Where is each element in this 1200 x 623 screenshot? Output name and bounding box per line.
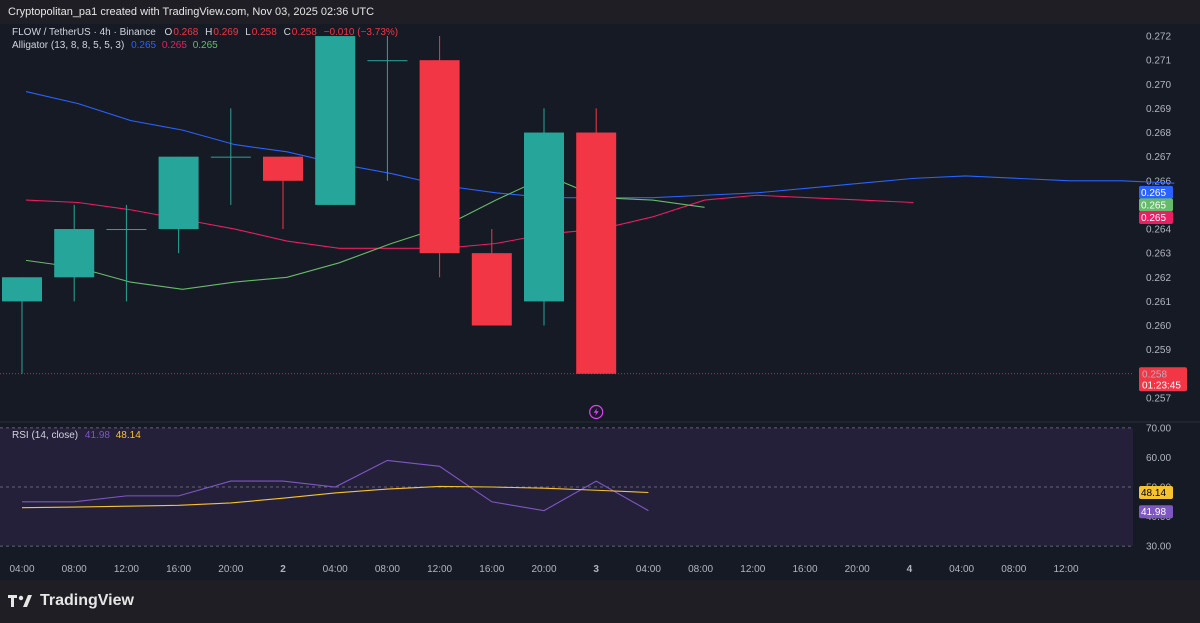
rsi-ma-line	[21, 485, 649, 509]
price-tick-label: 0.270	[1146, 80, 1171, 91]
lightning-icon	[589, 404, 604, 420]
time-tick-label: 12:00	[427, 564, 452, 575]
alligator-legend[interactable]: Alligator (13, 8, 8, 5, 5, 3) 0.265 0.26…	[12, 40, 218, 51]
high-label: H	[205, 27, 213, 38]
candle-body	[106, 229, 147, 231]
teeth-price-tag-box	[1139, 210, 1173, 224]
change-value: −0.010 (−3.73%)	[323, 27, 399, 38]
rsi-ma-tag: 48.14	[1141, 488, 1166, 499]
last-price-tag: 0.258	[1142, 369, 1167, 380]
candle-body	[158, 156, 199, 230]
close-value: 0.258	[291, 27, 317, 38]
rsi-label: RSI (14, close)	[12, 430, 79, 441]
time-tick-label: 04:00	[949, 564, 974, 575]
chart-caption: Cryptopolitan_pa1 created with TradingVi…	[8, 6, 375, 18]
time-tick-label: 12:00	[1053, 564, 1078, 575]
rsi-ma-tag-box	[1139, 485, 1173, 499]
high-value: 0.269	[213, 27, 239, 38]
price-tick-label: 0.267	[1146, 152, 1171, 163]
lips-price-tag: 0.265	[1141, 200, 1166, 211]
time-tick-label: 12:00	[740, 564, 765, 575]
price-tick-label: 0.269	[1146, 104, 1171, 115]
jaw-price-tag: 0.265	[1141, 188, 1166, 199]
rsi-tick-label: 70.00	[1146, 423, 1171, 434]
jaw-price-tag-box	[1139, 185, 1173, 199]
price-tick-label: 0.266	[1146, 176, 1171, 187]
candle-body	[54, 229, 95, 278]
open-label: O	[164, 27, 173, 38]
low-label: L	[245, 27, 251, 38]
candle-body	[367, 60, 408, 62]
price-tick-label: 0.264	[1146, 225, 1171, 236]
price-tick-label: 0.259	[1146, 345, 1171, 356]
symbol-legend[interactable]: FLOW / TetherUS · 4h · Binance O0.268 H0…	[12, 27, 398, 38]
candle-body	[576, 132, 617, 374]
rsi-line	[22, 459, 649, 512]
time-tick-label: 04:00	[636, 564, 661, 575]
rsi-ma-value: 48.14	[115, 430, 141, 441]
alligator-teeth-value: 0.265	[161, 40, 187, 51]
time-tick-label: 20:00	[531, 564, 556, 575]
time-tick-label: 04:00	[323, 564, 348, 575]
brand-name: TradingView	[40, 592, 134, 609]
tradingview-logo[interactable]: TradingView	[8, 592, 134, 610]
time-tick-label: 16:00	[792, 564, 817, 575]
candle-body	[2, 277, 42, 302]
price-tick-label: 0.262	[1146, 273, 1171, 284]
tradingview-logo-icon	[8, 595, 32, 607]
rsi-tag: 41.98	[1141, 507, 1166, 518]
candle-body	[524, 132, 564, 302]
time-tick-label: 08:00	[375, 564, 400, 575]
footer: TradingView	[0, 580, 1200, 623]
candle-body	[210, 156, 251, 158]
teeth-price-tag: 0.265	[1141, 213, 1166, 224]
lightning-icon-bolt	[593, 408, 599, 416]
time-tick-label: 3	[593, 564, 599, 575]
price-tick-label: 0.268	[1146, 128, 1171, 139]
price-tick-label: 0.271	[1146, 56, 1171, 67]
time-tick-label: 08:00	[1001, 564, 1026, 575]
alligator-lips-value: 0.265	[192, 40, 218, 51]
candle-body	[263, 156, 303, 181]
low-value: 0.258	[251, 27, 277, 38]
close-label: C	[283, 27, 291, 38]
rsi-tag-box	[1139, 505, 1173, 519]
time-tick-label: 08:00	[62, 564, 87, 575]
price-tick-label: 0.260	[1146, 321, 1171, 332]
candle-body	[419, 60, 460, 254]
price-tick-label: 0.257	[1146, 393, 1171, 404]
time-tick-label: 4	[907, 564, 913, 575]
chart-frame[interactable]: 0.2720.2710.2700.2690.2680.2670.2660.265…	[0, 24, 1200, 580]
rsi-value: 41.98	[84, 430, 110, 441]
symbol-title: FLOW / TetherUS · 4h · Binance	[12, 27, 156, 38]
lips-price-tag-box	[1139, 198, 1173, 212]
countdown-label: 01:23:45	[1142, 380, 1181, 391]
price-tick-label: 0.272	[1146, 32, 1171, 43]
time-tick-label: 08:00	[688, 564, 713, 575]
time-tick-label: 12:00	[114, 564, 139, 575]
chart-canvas[interactable]: 0.2720.2710.2700.2690.2680.2670.2660.265…	[0, 24, 1200, 580]
rsi-legend[interactable]: RSI (14, close) 41.98 48.14	[12, 430, 141, 441]
time-tick-label: 20:00	[218, 564, 243, 575]
alligator-label: Alligator (13, 8, 8, 5, 5, 3)	[12, 40, 125, 51]
price-tick-label: 0.261	[1146, 297, 1171, 308]
candle-body	[315, 36, 356, 205]
time-tick-label: 20:00	[845, 564, 870, 575]
last-price-tag-box	[1139, 367, 1187, 392]
time-tick-label: 2	[280, 564, 286, 575]
rsi-tick-label: 30.00	[1146, 542, 1171, 553]
candle-body	[471, 253, 512, 326]
rsi-tick-label: 60.00	[1146, 453, 1171, 464]
time-tick-label: 04:00	[9, 564, 34, 575]
time-tick-label: 16:00	[166, 564, 191, 575]
price-tick-label: 0.263	[1146, 249, 1171, 260]
time-tick-label: 16:00	[479, 564, 504, 575]
alligator-jaw-value: 0.265	[131, 40, 157, 51]
open-value: 0.268	[173, 27, 199, 38]
